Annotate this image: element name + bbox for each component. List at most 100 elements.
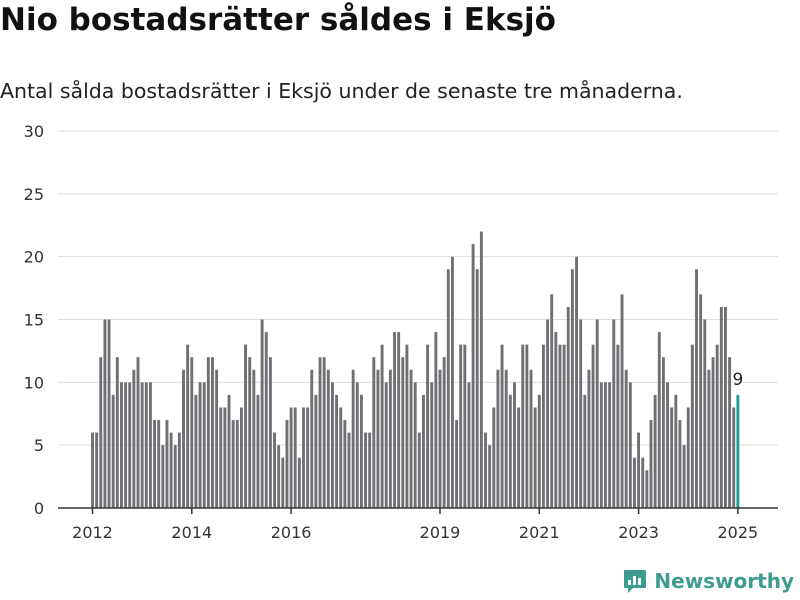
bar [211,357,214,508]
chart-title: Nio bostadsrätter såldes i Eksjö [0,2,556,38]
bar [355,382,359,508]
bar [190,357,194,508]
bar [719,306,723,508]
bar [99,357,103,508]
bar [521,344,525,508]
bar [173,445,177,508]
bar [426,344,430,508]
bar [148,382,152,508]
bar [335,394,339,508]
bar [401,357,405,508]
bar [169,432,173,508]
bar [326,369,330,508]
bar [724,306,727,508]
bar [223,407,227,508]
x-tick-label: 2016 [271,523,312,542]
bar [513,382,516,508]
y-tick-label: 20 [24,248,44,267]
bar [504,369,508,508]
bar [157,420,161,508]
x-tick-label: 2021 [519,523,560,542]
bar [649,420,653,508]
bar [488,445,492,508]
bar [500,344,504,508]
bar [260,319,264,508]
bar [624,369,628,508]
bar [657,332,661,508]
bar [144,382,148,508]
bar [446,269,450,508]
bar [372,357,376,508]
bar [136,357,140,508]
y-tick-label: 0 [34,499,44,518]
bar [115,357,119,508]
bar [302,407,305,508]
chart-subtitle: Antal sålda bostadsrätter i Eksjö under … [0,79,683,103]
bar [587,369,591,508]
bar [281,457,285,508]
bar [711,357,715,508]
bar [579,319,583,508]
bar [359,394,363,508]
bar [310,369,314,508]
bar [703,319,707,508]
bar [397,332,401,508]
bar [393,332,396,508]
bar [351,369,355,508]
grid-lines [58,130,778,446]
bar [653,394,657,508]
bar [496,369,500,508]
bar [690,344,694,508]
bar [165,420,169,508]
bar [248,357,252,508]
bar [268,357,272,508]
bar [231,420,235,508]
bar [364,432,367,508]
bar [641,457,645,508]
bar [132,369,136,508]
bar [479,231,483,508]
y-tick-label: 15 [24,311,44,330]
bar [475,269,479,508]
bar [331,382,334,508]
bar [409,369,413,508]
data-labels: 9 [732,370,743,390]
bar [422,394,425,508]
bar [633,457,636,508]
bar [273,432,276,508]
bar [575,256,578,508]
bar [215,369,219,508]
bar [484,432,487,508]
bar [529,369,533,508]
bar [661,357,665,508]
bar [616,344,620,508]
bar [546,319,550,508]
bar [628,382,632,508]
bar [314,394,318,508]
bar [434,332,438,508]
bar [715,344,719,508]
bar [562,344,566,508]
bar [666,382,669,508]
bar [558,344,562,508]
bar [368,432,372,508]
bar [91,432,94,508]
y-tick-label: 10 [24,373,44,392]
bar [670,407,674,508]
bar [604,382,607,508]
bar [550,294,554,508]
bar [533,407,537,508]
bar [107,319,111,508]
bar [455,420,459,508]
bar [674,394,678,508]
bar [438,369,442,508]
bar [517,407,521,508]
bar [318,357,322,508]
bar [128,382,132,508]
bar [186,344,190,508]
brand-name: Newsworthy [654,569,794,593]
newsworthy-brand: Newsworthy [622,568,794,594]
bar [376,369,380,508]
bar [285,420,289,508]
